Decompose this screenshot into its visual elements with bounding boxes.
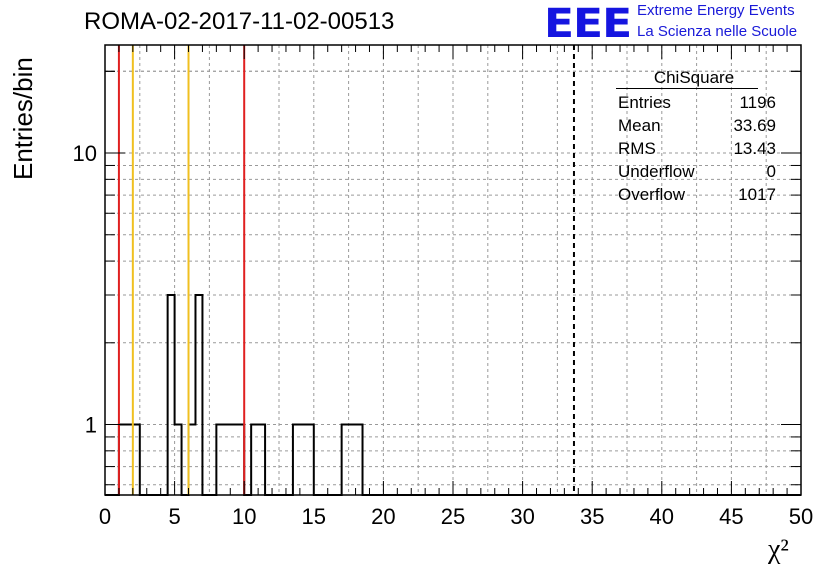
stats-label: Overflow <box>618 185 686 204</box>
stats-label: Underflow <box>618 162 695 181</box>
logo-line-1: Extreme Energy Events <box>637 2 795 19</box>
y-tick-label: 1 <box>85 413 97 438</box>
histogram-title: ROMA-02-2017-11-02-00513 <box>84 8 395 35</box>
stats-value: 1196 <box>739 93 776 112</box>
x-tick-label: 25 <box>441 504 465 529</box>
stats-label: Mean <box>618 116 661 135</box>
x-tick-label: 30 <box>510 504 534 529</box>
x-tick-label: 20 <box>371 504 395 529</box>
x-tick-label: 0 <box>99 504 111 529</box>
stats-row: RMS 13.43 <box>610 137 776 160</box>
logo-line-2: La Scienza nelle Scuole <box>637 23 798 40</box>
x-tick-label: 15 <box>302 504 326 529</box>
stats-value: 1017 <box>738 185 776 204</box>
x-tick-label: 10 <box>232 504 256 529</box>
x-tick-label: 45 <box>719 504 743 529</box>
stats-label: RMS <box>618 139 656 158</box>
x-tick-label: 50 <box>789 504 813 529</box>
stats-value: 0 <box>766 162 776 181</box>
eee-logo: EEE <box>544 0 632 47</box>
stats-row: Overflow 1017 <box>610 183 776 206</box>
x-axis-label: χ² <box>768 534 789 565</box>
stats-value: 13.43 <box>733 139 776 158</box>
stats-box: ChiSquare Entries 1196 Mean 33.69 RMS 13.43… <box>610 68 776 206</box>
stats-row: Entries 1196 <box>610 91 776 114</box>
x-tick-label: 40 <box>650 504 674 529</box>
y-tick-label: 10 <box>73 141 97 166</box>
stats-row: Underflow 0 <box>610 160 776 183</box>
x-tick-label: 35 <box>580 504 604 529</box>
stats-row: Mean 33.69 <box>610 114 776 137</box>
stats-label: Entries <box>618 93 671 112</box>
x-tick-label: 5 <box>168 504 180 529</box>
stats-box-name: ChiSquare <box>616 68 758 89</box>
stats-value: 33.69 <box>733 116 776 135</box>
